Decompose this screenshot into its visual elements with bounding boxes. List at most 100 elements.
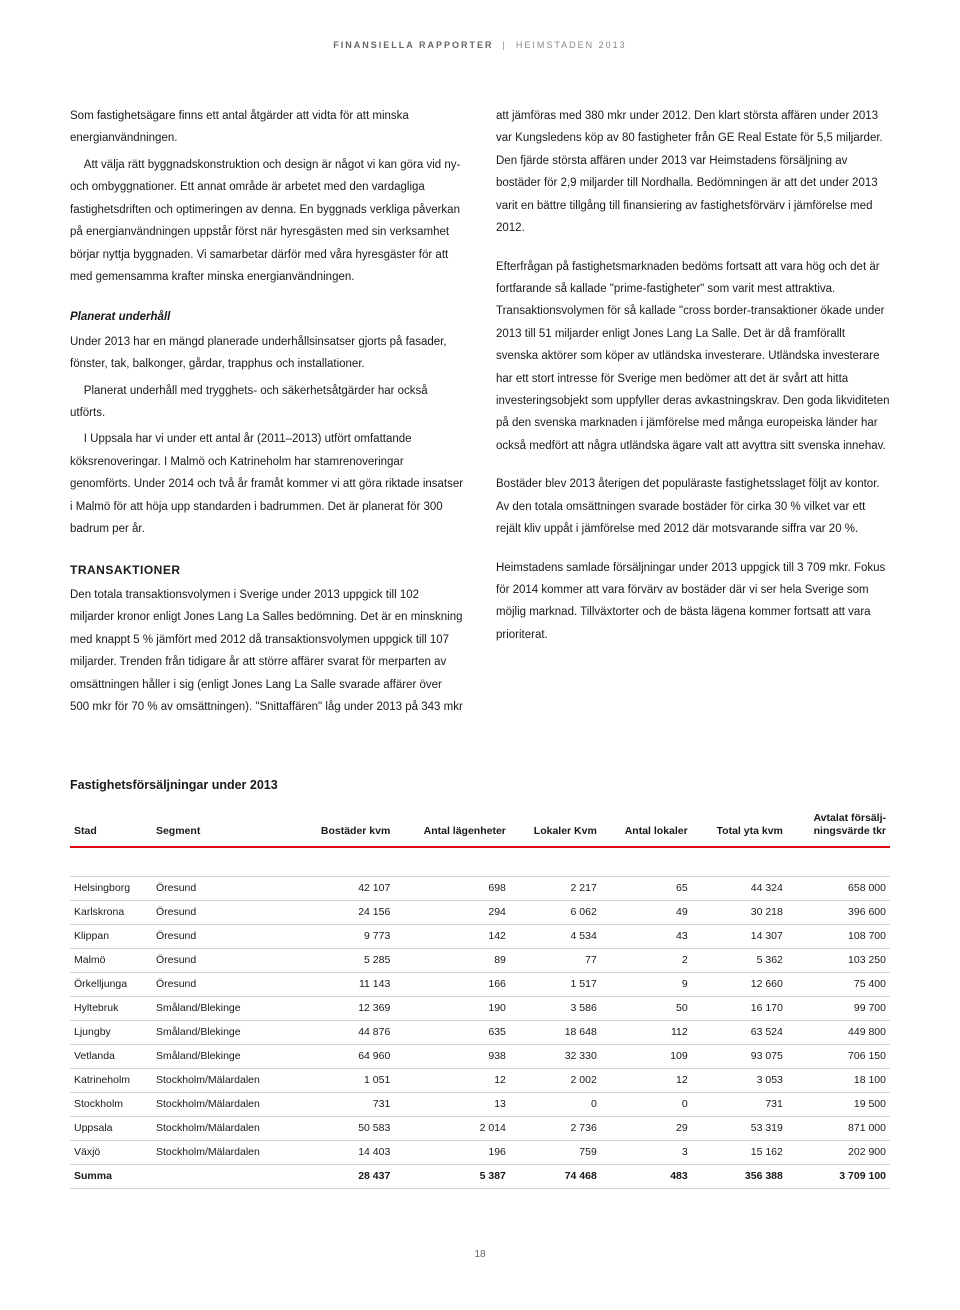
table-cell: 2 736: [510, 1116, 601, 1140]
table-cell: 1 517: [510, 972, 601, 996]
table-cell: 196: [394, 1140, 510, 1164]
table-cell: 89: [394, 948, 510, 972]
table-cell: 4 534: [510, 924, 601, 948]
table-cell: 53 319: [692, 1116, 787, 1140]
table-cell: 12: [394, 1068, 510, 1092]
table-cell: 30 218: [692, 900, 787, 924]
table-head: StadSegmentBostäder kvmAntal lägenheterL…: [70, 806, 890, 847]
table-cell: 2 217: [510, 876, 601, 900]
table-cell: 396 600: [787, 900, 890, 924]
table-cell: 635: [394, 1020, 510, 1044]
para: Som fastighetsägare finns ett antal åtgä…: [70, 105, 464, 150]
table-cell: Uppsala: [70, 1116, 152, 1140]
table-cell: 6 062: [510, 900, 601, 924]
table-cell: 109: [601, 1044, 692, 1068]
table-cell: 43: [601, 924, 692, 948]
table-cell: 11 143: [295, 972, 394, 996]
table-cell: 142: [394, 924, 510, 948]
table-cell: 12: [601, 1068, 692, 1092]
table-cell: 77: [510, 948, 601, 972]
table-cell: Ljungby: [70, 1020, 152, 1044]
para: Bostäder blev 2013 återigen det populära…: [496, 473, 890, 540]
table-cell: 12 369: [295, 996, 394, 1020]
table-cell: 15 162: [692, 1140, 787, 1164]
table-cell: 50 583: [295, 1116, 394, 1140]
table-row: HelsingborgÖresund42 1076982 2176544 324…: [70, 876, 890, 900]
table-cell: Katrineholm: [70, 1068, 152, 1092]
para: Den totala transaktionsvolymen i Sverige…: [70, 584, 464, 719]
table-cell: Småland/Blekinge: [152, 1020, 295, 1044]
table-cell: 0: [601, 1092, 692, 1116]
table-cell: 14 307: [692, 924, 787, 948]
table-cell: 2 014: [394, 1116, 510, 1140]
table-cell: 5 387: [394, 1164, 510, 1188]
table-cell: 108 700: [787, 924, 890, 948]
table-cell: 483: [601, 1164, 692, 1188]
table-cell: 50: [601, 996, 692, 1020]
table-cell: 3: [601, 1140, 692, 1164]
table-title: Fastighetsförsäljningar under 2013: [70, 778, 890, 792]
table-cell: 5 285: [295, 948, 394, 972]
table-col-header: Avtalat försälj-ningsvärde tkr: [787, 806, 890, 847]
header-right: HEIMSTADEN 2013: [516, 40, 627, 50]
para: Efterfrågan på fastighetsmarknaden bedöm…: [496, 256, 890, 458]
table-cell: Karlskrona: [70, 900, 152, 924]
table-cell: 166: [394, 972, 510, 996]
table-cell: Stockholm/Mälardalen: [152, 1140, 295, 1164]
table-col-header: Lokaler Kvm: [510, 806, 601, 847]
table-cell: 49: [601, 900, 692, 924]
table-cell: 44 876: [295, 1020, 394, 1044]
table-spacer-row: [70, 847, 890, 877]
para: att jämföras med 380 mkr under 2012. Den…: [496, 105, 890, 240]
table-cell: 32 330: [510, 1044, 601, 1068]
table-row: StockholmStockholm/Mälardalen73113007311…: [70, 1092, 890, 1116]
table-cell: Malmö: [70, 948, 152, 972]
table-cell: 24 156: [295, 900, 394, 924]
left-column: Som fastighetsägare finns ett antal åtgä…: [70, 105, 464, 723]
table-cell: 706 150: [787, 1044, 890, 1068]
table-row: MalmöÖresund5 285897725 362103 250: [70, 948, 890, 972]
table-cell: Hyltebruk: [70, 996, 152, 1020]
table-col-header: Total yta kvm: [692, 806, 787, 847]
table-body: HelsingborgÖresund42 1076982 2176544 324…: [70, 847, 890, 1189]
table-cell: 42 107: [295, 876, 394, 900]
table-cell: 871 000: [787, 1116, 890, 1140]
table-cell: 16 170: [692, 996, 787, 1020]
table-cell: 44 324: [692, 876, 787, 900]
body-columns: Som fastighetsägare finns ett antal åtgä…: [70, 105, 890, 723]
table-cell: 28 437: [295, 1164, 394, 1188]
table-cell: Växjö: [70, 1140, 152, 1164]
para: Planerat underhåll med trygghets- och sä…: [70, 380, 464, 425]
table-cell: 449 800: [787, 1020, 890, 1044]
table-cell: 938: [394, 1044, 510, 1068]
table-cell: 14 403: [295, 1140, 394, 1164]
table-cell: 64 960: [295, 1044, 394, 1068]
table-cell: 103 250: [787, 948, 890, 972]
table-cell: 731: [692, 1092, 787, 1116]
table-col-header: Antal lägenheter: [394, 806, 510, 847]
table-cell: Stockholm/Mälardalen: [152, 1092, 295, 1116]
table-row: LjungbySmåland/Blekinge44 87663518 64811…: [70, 1020, 890, 1044]
subheading-planerat: Planerat underhåll: [70, 306, 464, 328]
table-col-header: Segment: [152, 806, 295, 847]
sales-table: StadSegmentBostäder kvmAntal lägenheterL…: [70, 806, 890, 1189]
table-cell: 731: [295, 1092, 394, 1116]
table-cell: Helsingborg: [70, 876, 152, 900]
para: I Uppsala har vi under ett antal år (201…: [70, 428, 464, 540]
header-left: FINANSIELLA RAPPORTER: [333, 40, 493, 50]
table-row: VetlandaSmåland/Blekinge64 96093832 3301…: [70, 1044, 890, 1068]
table-cell: Örkelljunga: [70, 972, 152, 996]
subheading-transaktioner: TRANSAKTIONER: [70, 559, 464, 582]
table-cell: 0: [510, 1092, 601, 1116]
table-cell: 202 900: [787, 1140, 890, 1164]
table-cell: Öresund: [152, 924, 295, 948]
table-cell: 75 400: [787, 972, 890, 996]
table-cell: 12 660: [692, 972, 787, 996]
table-cell: Öresund: [152, 948, 295, 972]
table-cell: 294: [394, 900, 510, 924]
table-cell: 1 051: [295, 1068, 394, 1092]
table-cell: Vetlanda: [70, 1044, 152, 1068]
table-cell: 5 362: [692, 948, 787, 972]
table-cell: Öresund: [152, 876, 295, 900]
table-cell: 18 100: [787, 1068, 890, 1092]
